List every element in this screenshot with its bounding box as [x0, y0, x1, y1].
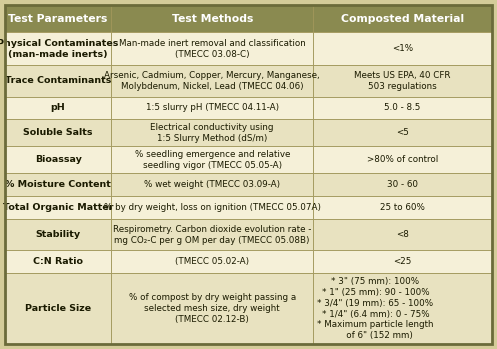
Text: (TMECC 05.02-A): (TMECC 05.02-A) [175, 257, 249, 266]
Text: % seedling emergence and relative
seedling vigor (TMECC 05.05-A): % seedling emergence and relative seedli… [135, 150, 290, 170]
Text: Stability: Stability [35, 230, 81, 239]
Text: % of compost by dry weight passing a
selected mesh size, dry weight
(TMECC 02.12: % of compost by dry weight passing a sel… [129, 294, 296, 324]
Text: % Moisture Content: % Moisture Content [5, 180, 111, 190]
Text: 1:5 slurry pH (TMECC 04.11-A): 1:5 slurry pH (TMECC 04.11-A) [146, 103, 279, 112]
Bar [313, 173, 492, 196]
Bar [111, 5, 313, 32]
Text: 5.0 - 8.5: 5.0 - 8.5 [385, 103, 421, 112]
Bar [313, 196, 492, 219]
Bar [313, 219, 492, 251]
Text: Particle Size: Particle Size [25, 304, 91, 313]
Text: >80% of control: >80% of control [367, 155, 438, 164]
Bar [5, 173, 111, 196]
Bar [5, 219, 111, 251]
Text: Bioassay: Bioassay [35, 155, 82, 164]
Text: % by dry weight, loss on ignition (TMECC 05.07A): % by dry weight, loss on ignition (TMECC… [104, 203, 321, 212]
Text: Composted Material: Composted Material [341, 14, 464, 23]
Bar [313, 97, 492, 119]
Bar [111, 147, 313, 173]
Bar [313, 119, 492, 147]
Bar [111, 32, 313, 65]
Bar [5, 273, 111, 344]
Text: 25 to 60%: 25 to 60% [380, 203, 425, 212]
Text: Soluble Salts: Soluble Salts [23, 128, 93, 138]
Text: Trace Contaminants: Trace Contaminants [5, 76, 111, 86]
Text: Total Organic Matter: Total Organic Matter [3, 203, 113, 212]
Text: % wet weight (TMECC 03.09-A): % wet weight (TMECC 03.09-A) [144, 180, 280, 190]
Bar [5, 196, 111, 219]
Text: <8: <8 [396, 230, 409, 239]
Bar [313, 5, 492, 32]
Bar [313, 65, 492, 97]
Text: <1%: <1% [392, 44, 413, 53]
Text: Respirometry. Carbon dioxide evolution rate -
mg CO₂-C per g OM per day (TMECC 0: Respirometry. Carbon dioxide evolution r… [113, 225, 312, 245]
Bar [111, 273, 313, 344]
Text: <5: <5 [396, 128, 409, 138]
Bar [111, 97, 313, 119]
Text: pH: pH [51, 103, 66, 112]
Bar [313, 273, 492, 344]
Bar [5, 5, 111, 32]
Bar [111, 219, 313, 251]
Text: Man-made inert removal and classification
(TMECC 03.08-C): Man-made inert removal and classificatio… [119, 39, 306, 59]
Text: Arsenic, Cadmium, Copper, Mercury, Manganese,
Molybdenum, Nickel, Lead (TMECC 04: Arsenic, Cadmium, Copper, Mercury, Manga… [104, 71, 320, 91]
Bar [313, 251, 492, 273]
Bar [111, 65, 313, 97]
Text: Meets US EPA, 40 CFR
503 regulations: Meets US EPA, 40 CFR 503 regulations [354, 71, 451, 91]
Text: Electrical conductivity using
1:5 Slurry Method (dS/m): Electrical conductivity using 1:5 Slurry… [151, 123, 274, 143]
Bar [111, 196, 313, 219]
Bar [5, 97, 111, 119]
Bar [5, 251, 111, 273]
Bar [5, 119, 111, 147]
Bar [5, 32, 111, 65]
Bar [111, 119, 313, 147]
Bar [111, 173, 313, 196]
Text: 30 - 60: 30 - 60 [387, 180, 418, 190]
Text: * 3" (75 mm): 100%
* 1" (25 mm): 90 - 100%
* 3/4" (19 mm): 65 - 100%
* 1/4" (6.4: * 3" (75 mm): 100% * 1" (25 mm): 90 - 10… [317, 277, 434, 340]
Text: Physical Contaminates
(man-made inerts): Physical Contaminates (man-made inerts) [0, 39, 119, 59]
Bar [5, 147, 111, 173]
Bar [313, 147, 492, 173]
Bar [313, 32, 492, 65]
Bar [5, 65, 111, 97]
Text: <25: <25 [394, 257, 412, 266]
Text: Test Parameters: Test Parameters [8, 14, 108, 23]
Text: C:N Ratio: C:N Ratio [33, 257, 83, 266]
Text: Test Methods: Test Methods [171, 14, 253, 23]
Bar [111, 251, 313, 273]
